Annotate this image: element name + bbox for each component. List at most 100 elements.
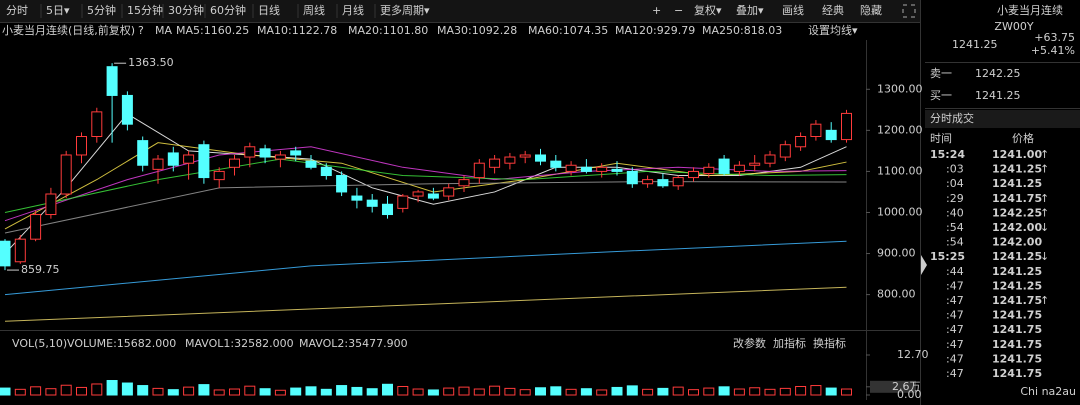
tool-button[interactable]: + [652,4,661,17]
period-button[interactable]: 5分钟 [87,3,116,17]
volume-bar [733,388,745,396]
candle-body [779,144,791,158]
trade-price: 1241.75 [992,294,1042,307]
tool-button[interactable]: 经典 [822,3,844,17]
candle-body [336,175,348,193]
candle-body [198,144,210,179]
volume-bar [626,385,638,396]
trade-price: 1242.00 [992,236,1042,249]
candle-body [152,158,164,170]
watermark: Chi na2au [1020,385,1076,398]
indicator-button[interactable]: 换指标 [813,336,846,350]
volume-bar [305,386,317,396]
candle-body [427,193,439,199]
v-tick-label: 0.00 [897,388,922,401]
col-time: 时间 [930,132,952,145]
volume-bar [718,386,730,396]
y-tick-label: 900.00 [877,247,916,260]
ma-settings[interactable]: 设置均线▾ [808,23,858,37]
candle-body [213,170,225,181]
volume-bar [76,386,87,396]
volume-bar [443,387,455,396]
volume-bar [611,386,623,396]
candle-body [30,214,42,240]
period-button[interactable]: 15分钟 [127,3,163,17]
candle-body [274,154,286,160]
ma-label: MA [155,24,172,37]
period-button[interactable]: 更多周期▾ [380,3,430,17]
volume-bar [91,383,103,396]
period-button[interactable]: 月线 [342,3,364,17]
volume-bar [106,380,118,396]
help[interactable]: ? [138,24,144,37]
volume-bar [213,389,225,396]
indicator-button[interactable]: 改参数 [733,336,766,350]
period-button[interactable]: 日线 [258,3,280,17]
candle-body [382,203,393,216]
candle-body [60,154,72,195]
trade-price: 1241.75 [992,367,1042,380]
trade-dir: ↑ [1040,163,1049,176]
trade-time: :29 [946,192,964,205]
period-button[interactable]: 周线 [303,3,325,17]
volume-bar [749,387,761,396]
trade-time: :47 [946,323,964,336]
y-tick-label: 1200.00 [877,123,923,136]
vol-legend: VOLUME:15682.000 [67,337,176,350]
trade-price: 1241.25 [992,279,1042,292]
trade-time: :40 [946,206,964,219]
candle-body [626,170,638,185]
fullscreen-icon[interactable] [902,4,916,18]
candle-body [106,66,118,96]
volume-bar [550,386,562,396]
ma-value: MA250:818.03 [702,24,782,37]
low-label: 859.75 [21,263,60,276]
candle-body [550,160,562,168]
candle-body [764,154,776,164]
tool-button[interactable]: 叠加▾ [736,4,764,17]
trade-price: 1242.00 [992,221,1042,234]
tool-button[interactable]: 复权▾ [694,3,722,17]
candle-body [305,160,317,168]
period-button[interactable]: 5日▾ [46,4,70,17]
volume-bar [458,386,470,396]
volume-bar [825,387,837,396]
volume-bar [336,385,348,396]
tool-button[interactable]: 隐藏 [860,4,882,17]
volume-bar [183,386,195,396]
candle-body [412,191,424,197]
volume-bar [259,388,271,396]
tool-button[interactable]: 画线 [782,3,804,17]
collapse-arrow[interactable] [921,255,927,275]
volume-bar [167,389,179,396]
candle-body [366,199,378,207]
trade-time: :44 [946,265,964,278]
candle-body [703,166,715,174]
candle-body [825,129,837,141]
volume-bar [244,385,256,396]
ma-value: MA30:1092.28 [437,24,517,37]
period-button[interactable]: 60分钟 [210,3,246,17]
period-button[interactable]: 分时 [6,4,28,17]
vol-legend: VOL(5,10) [12,337,67,350]
trade-price: 1241.00 [992,148,1042,161]
ask: 1242.25 [975,67,1021,80]
indicator-button[interactable]: 加指标 [773,336,806,350]
trade-dir: ↑ [1040,192,1049,205]
candle-body [672,177,684,187]
volume-bar [30,386,42,396]
trade-price: 1241.25 [992,265,1042,278]
tool-button[interactable]: − [674,4,683,17]
trade-time: :47 [946,338,964,351]
toolbar-bg [0,0,920,22]
trade-dir: ↑ [1040,294,1049,307]
volume-bar [580,388,592,396]
symbol-name: 小麦当月连续 [2,23,68,37]
volume-bar [795,385,807,396]
period-button[interactable]: 30分钟 [168,3,204,17]
high-label: 1363.50 [128,56,174,69]
ma-value: MA60:1074.35 [528,24,608,37]
volume-bar [504,387,516,396]
candle-body [810,123,822,138]
candle-body [733,164,745,172]
